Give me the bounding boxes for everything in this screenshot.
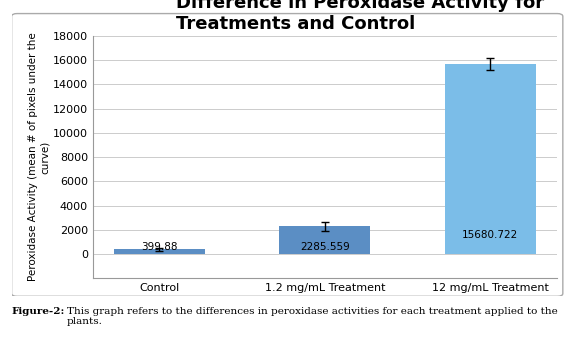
Text: This graph refers to the differences in peroxidase activities for each treatment: This graph refers to the differences in … — [67, 307, 557, 326]
Text: 399.88: 399.88 — [141, 242, 177, 252]
Y-axis label: Peroxidase Activity (mean # of pixels under the
curve): Peroxidase Activity (mean # of pixels un… — [28, 33, 50, 281]
Text: Difference in Peroxidase Activity for
Treatments and Control: Difference in Peroxidase Activity for Tr… — [176, 0, 545, 33]
Text: 2285.559: 2285.559 — [300, 242, 350, 252]
Bar — [445, 64, 536, 254]
Bar — [280, 226, 370, 254]
Text: 15680.722: 15680.722 — [462, 230, 519, 240]
Text: Figure-2:: Figure-2: — [12, 307, 65, 316]
Bar — [114, 249, 205, 254]
